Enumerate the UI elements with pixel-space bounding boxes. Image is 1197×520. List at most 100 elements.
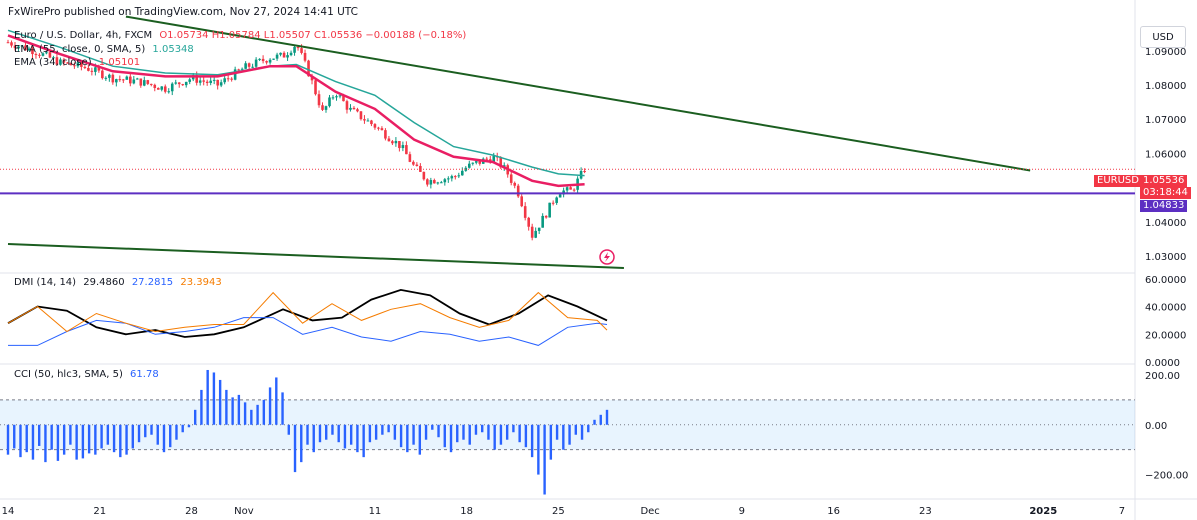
- candle-body: [405, 145, 408, 155]
- cci-bar: [19, 424, 22, 458]
- candle-body: [342, 95, 345, 102]
- ema34-legend: EMA (34, close) 1.05101: [14, 57, 144, 68]
- candle-body: [474, 161, 478, 163]
- cci-legend: CCI (50, hlc3, SMA, 5) 61.78: [14, 369, 163, 380]
- candles-group: [6, 39, 586, 241]
- cci-bar: [512, 424, 515, 433]
- cci-bar: [268, 387, 272, 425]
- candle-body: [457, 175, 461, 177]
- cci-bar: [81, 424, 85, 459]
- cci-bar: [449, 424, 453, 453]
- candle-body: [97, 67, 101, 71]
- candle-body: [177, 82, 181, 85]
- candle-body: [338, 95, 342, 97]
- candle-body: [69, 62, 73, 66]
- candle-body: [359, 111, 363, 120]
- dmi-series-minus-di: [7, 291, 608, 333]
- ohlc-values: O1.05734 H1.05784 L1.05507 C1.05536 −0.0…: [159, 30, 467, 41]
- candle-body: [583, 170, 586, 172]
- cci-band: [0, 399, 1135, 450]
- candle-body: [293, 46, 296, 53]
- candle-body: [261, 58, 265, 62]
- candle-body: [132, 79, 136, 84]
- candle-body: [76, 62, 80, 67]
- cci-axis-tick: 200.00: [1145, 371, 1180, 382]
- cci-bar: [356, 424, 359, 453]
- lower-trendline: [7, 243, 624, 269]
- candle-body: [499, 157, 503, 168]
- cci-bar: [225, 389, 228, 425]
- cci-bar: [574, 424, 578, 435]
- cci-bar: [530, 424, 534, 458]
- candle-body: [331, 97, 335, 99]
- cci-bar: [281, 392, 284, 425]
- candle-body: [244, 63, 247, 69]
- candle-body: [335, 96, 338, 98]
- cci-bar: [487, 424, 490, 440]
- candle-body: [87, 67, 90, 71]
- cci-bar: [131, 424, 134, 449]
- cci-bar: [318, 424, 322, 443]
- cci-bar: [144, 424, 147, 438]
- candle-body: [426, 179, 429, 185]
- currency-button[interactable]: USD: [1140, 26, 1186, 48]
- cci-bar: [193, 409, 197, 425]
- candle-body: [174, 82, 178, 84]
- candle-body: [279, 52, 282, 55]
- candle-body: [111, 74, 115, 83]
- candle-body: [101, 70, 104, 79]
- dmi-axis-tick: 0.0000: [1145, 358, 1180, 369]
- time-axis-tick: 7: [1119, 506, 1125, 517]
- candle-body: [146, 80, 150, 84]
- candle-body: [408, 154, 412, 162]
- cci-bar: [418, 424, 422, 455]
- candle-body: [254, 59, 258, 67]
- symbol-label: Euro / U.S. Dollar, 4h, FXCM: [14, 30, 153, 41]
- price-axis-tick: 1.07000: [1145, 115, 1186, 126]
- cci-bar: [13, 424, 16, 449]
- candle-body: [433, 180, 436, 184]
- cci-bar: [549, 424, 553, 460]
- cci-bar: [25, 424, 28, 453]
- candle-body: [125, 76, 129, 80]
- candle-body: [471, 162, 475, 164]
- time-axis-tick: 18: [460, 506, 473, 517]
- candle-body: [282, 52, 286, 58]
- candle-body: [398, 141, 401, 149]
- candle-body: [394, 141, 398, 144]
- cci-bar: [300, 424, 303, 463]
- cci-bar: [325, 424, 328, 440]
- candle-body: [286, 55, 289, 58]
- cci-bar: [431, 424, 434, 430]
- candle-body: [135, 78, 139, 80]
- dmi-axis-tick: 40.0000: [1145, 303, 1186, 314]
- candle-body: [356, 109, 359, 112]
- symbol-tag: EURUSD: [1094, 175, 1142, 187]
- time-axis-tick: 14: [2, 506, 15, 517]
- candle-body: [202, 80, 205, 82]
- dmi-plus-value: 27.2815: [131, 277, 174, 288]
- candle-body: [230, 78, 233, 80]
- candle-body: [310, 76, 314, 81]
- dmi-adx-value: 29.4860: [83, 277, 125, 288]
- ema34-line: [7, 34, 585, 188]
- candle-body: [122, 79, 125, 81]
- candle-body: [377, 127, 380, 129]
- cci-bar: [580, 424, 584, 440]
- candle-body: [454, 176, 457, 178]
- publisher-line: FxWirePro published on TradingView.com, …: [8, 6, 358, 18]
- candle-body: [38, 54, 41, 56]
- upper-trendline: [125, 15, 1031, 172]
- cci-bar: [481, 424, 484, 433]
- ema34-label: EMA (34, close): [14, 57, 92, 68]
- candle-body: [73, 65, 76, 67]
- candle-body: [485, 158, 489, 160]
- candle-body: [212, 79, 216, 81]
- cci-bar: [212, 372, 216, 425]
- candle-body: [534, 230, 537, 238]
- candle-body: [13, 45, 17, 49]
- candle-body: [251, 66, 254, 68]
- candle-body: [328, 97, 331, 107]
